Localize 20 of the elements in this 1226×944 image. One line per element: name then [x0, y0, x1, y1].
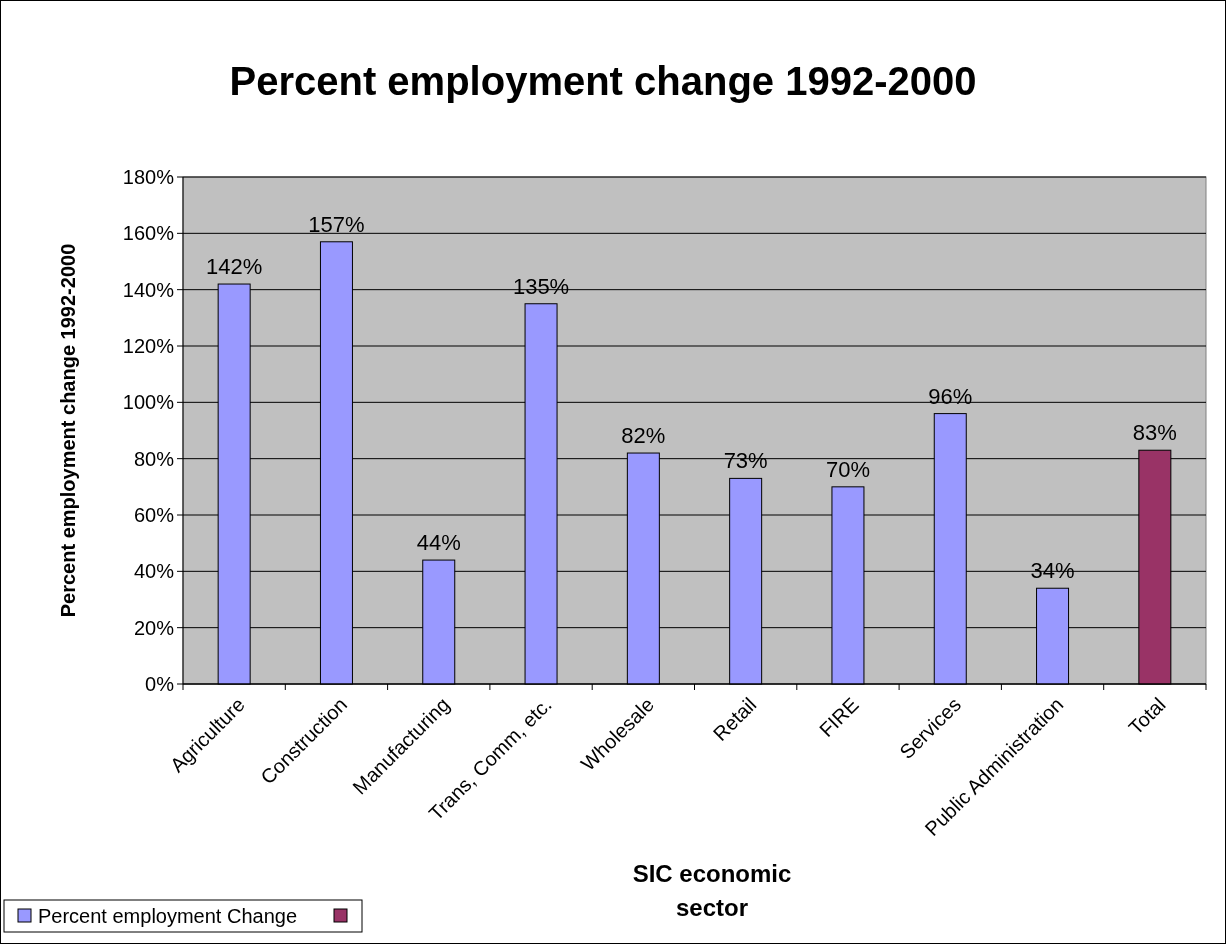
data-label: 83% — [1132, 420, 1177, 446]
y-tick-label: 100% — [122, 391, 175, 414]
y-tick-label: 40% — [133, 560, 175, 583]
legend-label: Percent employment Change — [38, 905, 298, 927]
y-tick-label: 160% — [122, 222, 175, 245]
data-label: 157% — [308, 211, 365, 237]
data-label: 70% — [825, 456, 870, 482]
y-tick-label: 120% — [122, 335, 175, 357]
y-tick-label: 0% — [145, 673, 175, 695]
data-label: 82% — [621, 423, 666, 449]
x-axis-title: SIC economic sector — [632, 860, 792, 921]
data-label: 142% — [206, 254, 263, 280]
y-tick-label: 60% — [133, 504, 175, 526]
y-tick-label: 140% — [122, 278, 175, 301]
y-axis-title: Percent employment change 1992-2000 — [57, 243, 79, 618]
y-tick-label: 80% — [133, 447, 175, 470]
chart-title: Percent employment change 1992-2000 — [229, 59, 977, 103]
y-tick-label: 20% — [133, 616, 175, 639]
data-label: 44% — [416, 530, 461, 556]
y-tick-label: 180% — [122, 166, 175, 188]
